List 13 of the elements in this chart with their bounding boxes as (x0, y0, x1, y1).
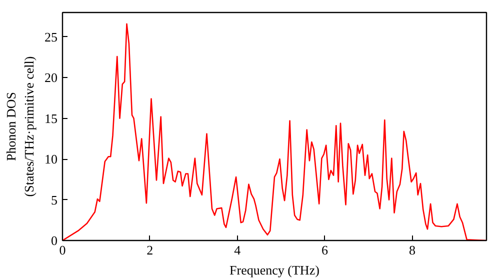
x-tick-label: 6 (322, 242, 329, 258)
y-axis-title: Phonon DOS (States/THz·primitive cell) (4, 56, 36, 197)
y-tick-label: 25 (44, 29, 58, 44)
y-tick-label: 5 (51, 192, 58, 208)
y-tick-label: 15 (44, 110, 58, 126)
y-tick-label: 10 (44, 152, 58, 167)
x-tick-label: 8 (408, 242, 416, 258)
x-tick-label: 4 (234, 242, 242, 258)
x-tick-label: 2 (146, 242, 154, 258)
line-series (62, 23, 486, 240)
x-axis-title: Frequency (THz) (230, 262, 320, 278)
y-tick-label: 20 (44, 70, 58, 86)
y-tick-label: 0 (51, 233, 58, 248)
